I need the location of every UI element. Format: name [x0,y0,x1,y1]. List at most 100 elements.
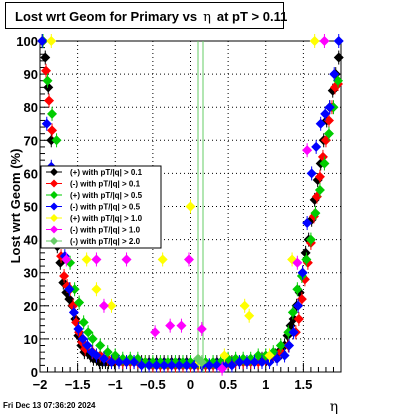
y-tick-label: 10 [24,332,38,347]
x-tick-label: −1 [108,377,123,392]
data-point [136,360,147,371]
data-point [98,353,109,364]
data-point [288,314,299,325]
data-point [272,353,283,364]
data-point [43,82,54,93]
data-point [78,317,89,328]
data-point [275,340,286,351]
data-point [176,320,187,331]
legend-label: (+) with pT/|q| > 0.1 [70,168,143,177]
data-point [264,350,275,361]
x-tick-label: 1.5 [294,377,312,392]
data-point [110,350,121,361]
legend-marker [50,225,58,234]
data-point [69,284,80,295]
data-point [81,254,92,265]
data-point [217,363,228,374]
data-point [181,360,192,371]
y-tick-label: 70 [24,133,38,148]
data-point [129,357,140,368]
data-point [292,284,303,295]
data-point [320,108,331,119]
legend-marker [50,179,58,188]
data-point [121,357,132,368]
data-point [296,294,307,305]
data-point [157,254,168,265]
timestamp: Fri Dec 13 07:36:20 2024 [3,401,96,410]
data-point [73,323,84,334]
data-point [319,158,330,169]
data-point [64,284,75,295]
data-point [42,75,53,86]
x-tick-label: 0 [187,377,194,392]
data-point [144,360,155,371]
y-tick-label: 60 [24,166,38,181]
data-point [300,247,311,258]
data-point [288,327,299,338]
title-prefix: Lost wrt Geom for Primary vs [15,9,198,24]
data-point [166,360,177,371]
x-tick-label: 0.5 [219,377,237,392]
data-point [332,75,343,86]
data-point [82,340,93,351]
legend-marker [50,202,58,211]
data-point [315,118,326,129]
x-tick-label: −0.5 [140,377,166,392]
data-point [305,234,316,245]
data-point [253,350,264,361]
data-point [283,327,294,338]
data-point [306,168,317,179]
data-point [244,310,255,321]
legend-marker [50,237,58,245]
y-axis-label: Lost wrt Geom (%) [8,149,23,264]
y-tick-label: 20 [24,299,38,314]
data-point [293,314,304,325]
data-point [196,323,207,334]
legend-label: (-) with pT/|q| > 0.5 [70,203,141,212]
y-tick-label: 0 [31,365,38,380]
y-tick-label: 90 [24,67,38,82]
data-point [61,254,72,265]
data-point [183,254,194,265]
data-point [47,125,58,136]
data-point [98,300,109,311]
data-point [83,327,94,338]
data-point [47,108,58,119]
data-point [333,52,344,63]
y-tick-label: 80 [24,100,38,115]
data-point [323,115,334,126]
data-point [324,102,335,113]
title-suffix: at pT > 0.11 [216,9,288,24]
legend: (+) with pT/|q| > 0.1 (-) with pT/|q| > 0… [40,165,162,249]
data-point [44,95,55,106]
data-point [293,300,304,311]
data-point [333,36,344,46]
data-point [165,320,176,331]
data-point [329,69,340,80]
data-point [196,357,207,368]
data-point [150,327,161,338]
data-point [317,151,328,162]
data-point [77,333,88,344]
legend-marker [50,214,58,222]
y-tick-label: 30 [24,266,38,281]
data-point [106,357,117,368]
data-point [95,340,106,351]
title-eta-symbol: η [203,10,211,25]
data-point [279,350,290,361]
data-point [46,36,57,46]
data-point [68,307,79,318]
x-tick-label: 1 [262,377,269,392]
data-point [74,297,85,308]
data-point [102,347,113,358]
data-point [292,257,303,268]
x-tick-label: −1.5 [65,377,91,392]
data-point [151,360,162,371]
data-point [301,254,312,265]
data-point [319,36,330,46]
y-tick-label: 40 [24,233,38,248]
data-point [87,333,98,344]
data-point [226,360,237,371]
legend-label: (+) with pT/|q| > 1.0 [70,214,143,223]
legend-label: (-) with pT/|q| > 1.0 [70,226,141,235]
